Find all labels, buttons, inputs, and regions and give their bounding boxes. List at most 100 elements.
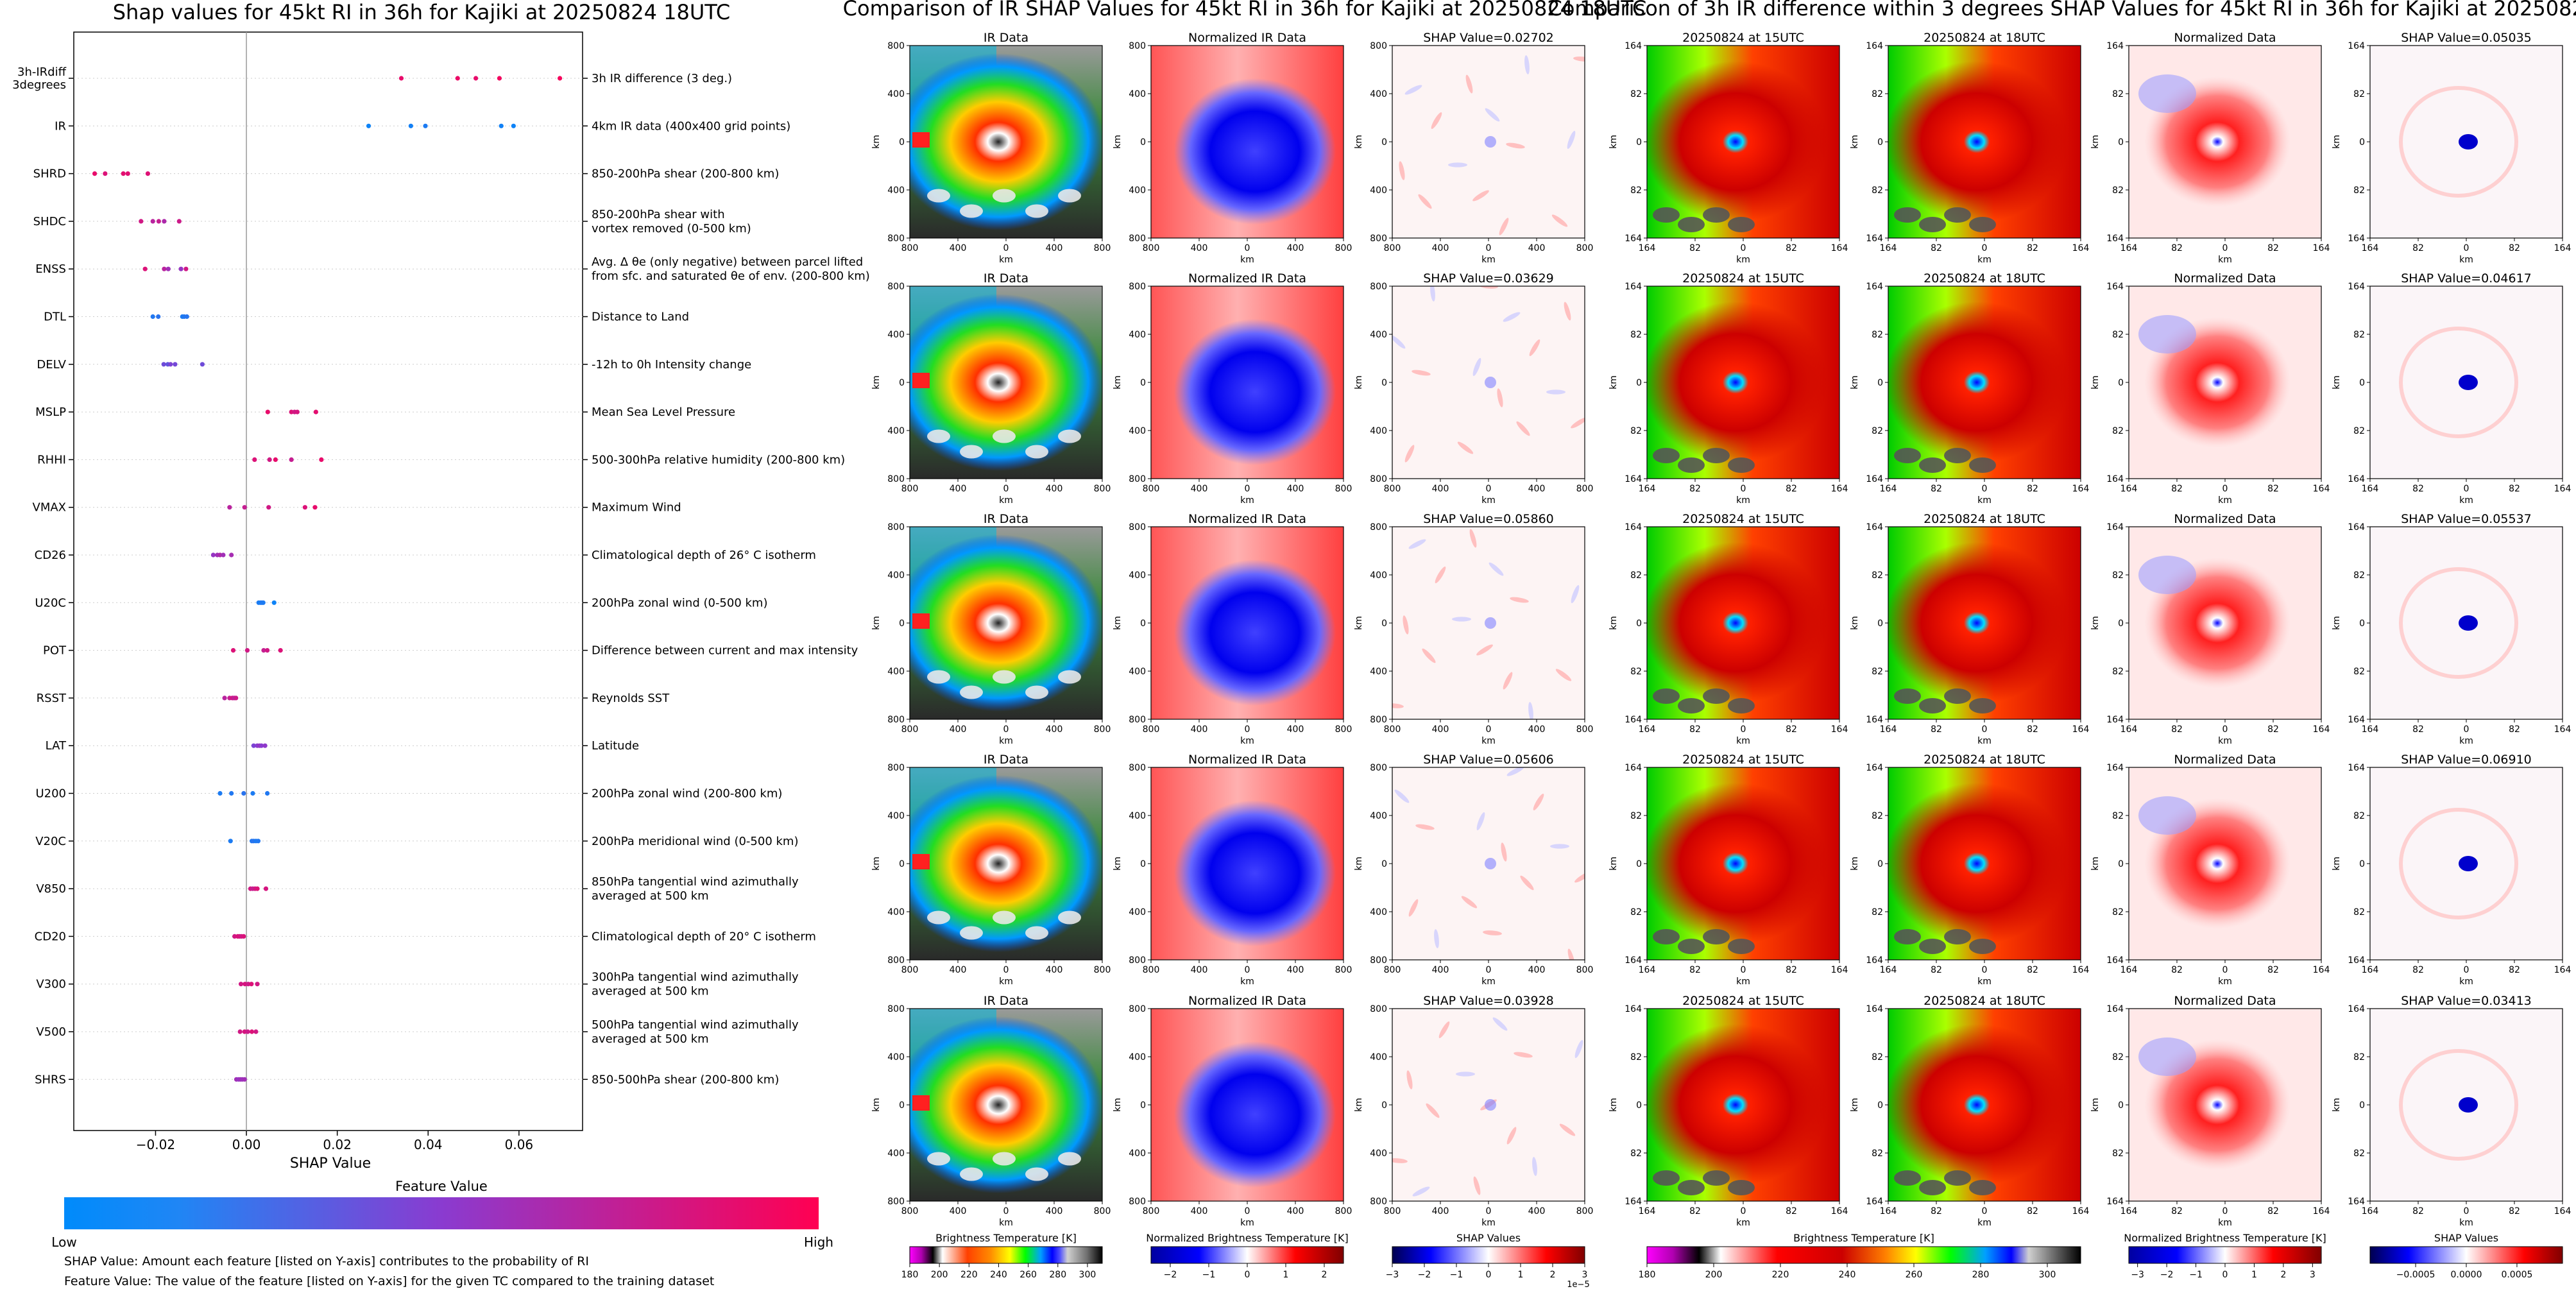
- shap-streak: [1567, 130, 1576, 149]
- shap-streak: [1550, 844, 1569, 849]
- shap-point: [319, 457, 324, 463]
- panel-image-norm2: [2129, 46, 2321, 238]
- y-tick-label: 400: [887, 89, 905, 99]
- hot-storm: [1647, 783, 1828, 944]
- x-axis-label: km: [999, 977, 1013, 987]
- shap-streak: [1567, 948, 1575, 960]
- shap-point: [255, 839, 261, 844]
- x-tick-label: 82: [2171, 965, 2183, 975]
- y-axis-label: km: [1850, 1098, 1860, 1112]
- x-tick-label: 0: [2222, 243, 2228, 253]
- shap-streak: [1472, 190, 1489, 201]
- shap-streak: [1392, 703, 1404, 708]
- shap-point: [156, 314, 161, 320]
- feature-description: 500hPa tangential wind azimuthally averag…: [592, 1018, 799, 1046]
- y-tick-label: 82: [2112, 330, 2124, 340]
- y-tick-label: 164: [2106, 715, 2124, 725]
- ir-cloud-cell: [1058, 189, 1081, 203]
- ir-storm: [910, 534, 1102, 712]
- y-tick-label: 82: [2353, 907, 2365, 918]
- x-tick-label: 0.06: [505, 1137, 534, 1152]
- ir-cloud-cell: [1025, 1167, 1048, 1181]
- feature-code: U20C: [35, 596, 66, 610]
- y-tick-label: 82: [1872, 570, 1883, 581]
- norm-cold-core: [1174, 319, 1336, 465]
- x-tick-label: 164: [1880, 484, 1897, 494]
- y-tick-label: 0: [899, 378, 905, 388]
- feature-description-line: 4km IR data (400x400 grid points): [592, 119, 790, 133]
- x-tick-label: 82: [2267, 724, 2279, 735]
- feature-code-line: SHRD: [33, 167, 66, 181]
- y-axis-label: km: [1354, 135, 1364, 149]
- colorbar-tick-label: −2: [2160, 1270, 2174, 1280]
- shap-streak: [1456, 1071, 1475, 1077]
- shap-streak: [1422, 648, 1436, 663]
- panel-image-hot: [1888, 46, 2081, 238]
- x-tick-label: 82: [2509, 243, 2520, 253]
- y-tick-label: 164: [1625, 715, 1642, 725]
- shap-streak: [1488, 562, 1504, 576]
- shap-streak: [1551, 214, 1568, 227]
- x-tick-label: 800: [1335, 965, 1352, 975]
- panel-image-shap2: [2370, 767, 2563, 960]
- shap2-ring: [2399, 567, 2518, 679]
- ir-cloud-cell: [960, 1167, 983, 1181]
- x-tick-label: 0: [2222, 1206, 2228, 1216]
- panel-title: 20250824 at 18UTC: [1923, 512, 2045, 526]
- y-tick-label: 400: [1370, 907, 1387, 918]
- hot-land: [1678, 698, 1705, 713]
- x-tick-label: 0: [1982, 1206, 1988, 1216]
- hot-land: [1919, 1180, 1946, 1195]
- x-tick-label: 82: [1786, 484, 1797, 494]
- panel-image-hot: [1647, 527, 1839, 719]
- y-tick-label: 0: [2359, 859, 2365, 869]
- y-tick-label: 164: [1625, 282, 1642, 292]
- x-tick-label: 400: [1528, 243, 1546, 253]
- x-tick-label: 164: [1831, 724, 1848, 735]
- shap-point: [230, 648, 236, 653]
- x-tick-label: 800: [1384, 1206, 1401, 1216]
- hot-land: [1653, 448, 1680, 463]
- x-tick-label: 164: [1831, 484, 1848, 494]
- y-axis-label: km: [1608, 135, 1619, 149]
- feature-description: 300hPa tangential wind azimuthally averag…: [592, 971, 799, 998]
- panel-image-norm: [1151, 527, 1343, 719]
- panel-title: IR Data: [984, 753, 1028, 767]
- hot-land: [1728, 217, 1755, 232]
- shap-center: [1485, 377, 1496, 388]
- x-axis-label: km: [1736, 255, 1750, 265]
- x-tick-label: 400: [1432, 1206, 1449, 1216]
- y-tick-label: 400: [887, 426, 905, 436]
- ir-shap-comparison: Comparison of IR SHAP Values for 45kt RI…: [843, 0, 1647, 1289]
- shap-streak: [1532, 1157, 1537, 1176]
- x-tick-label: 164: [1639, 243, 1656, 253]
- group-title: Comparison of 3h IR difference within 3 …: [1548, 0, 2576, 21]
- shap-point: [150, 219, 155, 224]
- x-tick-label: 82: [2412, 484, 2424, 494]
- hot-land: [1703, 688, 1730, 704]
- y-axis-label: km: [1354, 616, 1364, 630]
- shap-panel-title: SHAP Value=0.03413: [2401, 994, 2532, 1008]
- y-axis-label: km: [871, 135, 882, 149]
- x-axis-label: km: [2459, 255, 2473, 265]
- x-tick-label: 800: [901, 243, 919, 253]
- y-tick-label: 82: [1872, 811, 1883, 821]
- panel-title: IR Data: [984, 512, 1028, 526]
- y-axis-label: km: [2332, 375, 2342, 389]
- y-tick-label: 82: [2112, 1052, 2124, 1063]
- ir-cloud-cell: [960, 204, 983, 218]
- x-tick-label: 164: [2120, 965, 2138, 975]
- x-tick-label: 0: [2222, 484, 2228, 494]
- colorbar-tick-label: −1: [2189, 1270, 2203, 1280]
- shap-point: [245, 1029, 250, 1034]
- y-tick-label: 82: [2112, 811, 2124, 821]
- shap-streak: [1452, 617, 1471, 622]
- panel-image-norm2: [2129, 1009, 2321, 1201]
- panel-image-ir: [910, 46, 1102, 238]
- y-tick-label: 82: [2353, 570, 2365, 581]
- hot-land: [1653, 929, 1680, 944]
- y-axis-label: km: [1354, 375, 1364, 389]
- x-tick-label: 400: [1528, 724, 1546, 735]
- colorbar-tick-label: 0.0000: [2451, 1270, 2482, 1280]
- x-tick-label: 800: [1384, 724, 1401, 735]
